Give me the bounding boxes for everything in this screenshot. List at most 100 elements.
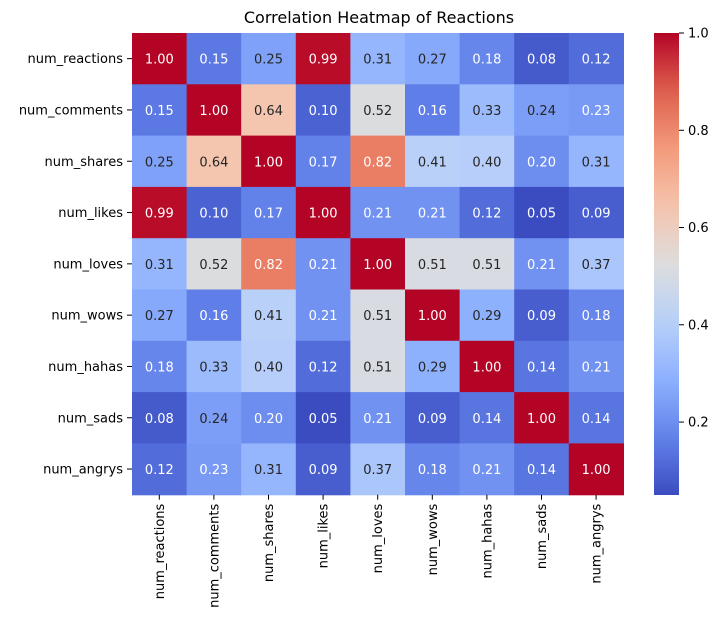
y-tick-label: num_hahas [48, 360, 123, 375]
cell-value-label: 0.41 [254, 309, 283, 324]
colorbar-tick-label: 0.4 [688, 318, 709, 333]
heatmap-cell [241, 33, 297, 85]
heatmap-cell [405, 443, 461, 496]
x-tick-label: num_hahas [480, 503, 495, 578]
heatmap-cell [132, 84, 188, 137]
heatmap-cell [186, 33, 242, 85]
x-axis: num_reactions num_comments num_shares num_l… [153, 494, 605, 608]
heatmap-cell [514, 340, 570, 393]
cell-value-label: 0.29 [418, 360, 447, 375]
heatmap-cell [350, 238, 406, 291]
cell-value-label: 0.21 [472, 463, 501, 478]
x-tick-label: num_angrys [590, 503, 605, 583]
heatmap-cell [295, 186, 351, 239]
cell-value-label: 0.05 [309, 412, 338, 427]
y-tick-label: num_loves [53, 257, 123, 272]
cell-value-label: 0.31 [582, 155, 611, 170]
heatmap-cell [350, 33, 406, 85]
heatmap-cell [295, 238, 351, 291]
heatmap-cell [132, 135, 188, 188]
heatmap-cell [568, 340, 624, 393]
cell-value-label: 0.33 [472, 104, 501, 119]
heatmap-cell [405, 33, 461, 85]
colorbar-gradient [654, 33, 679, 495]
cell-value-label: 0.16 [418, 104, 447, 119]
cell-value-label: 0.15 [145, 104, 174, 119]
cell-value-label: 1.00 [254, 155, 283, 170]
cell-value-label: 0.51 [363, 309, 392, 324]
heatmap-cell [405, 392, 461, 444]
cell-value-label: 0.21 [418, 207, 447, 222]
cell-value-label: 1.00 [418, 309, 447, 324]
x-tick-label: num_sads [535, 503, 550, 569]
cell-value-label: 0.21 [309, 258, 338, 273]
heatmap-cell [514, 392, 570, 444]
heatmap-cell [568, 238, 624, 291]
heatmap-cell [514, 289, 570, 342]
cell-value-label: 0.23 [582, 104, 611, 119]
cell-value-label: 0.09 [582, 207, 611, 222]
heatmap-cell [568, 135, 624, 188]
colorbar: 0.2 0.4 0.6 0.8 1.0 [654, 27, 709, 495]
heatmap-cell [568, 33, 624, 85]
heatmap-cell [186, 135, 242, 188]
heatmap-cell [514, 84, 570, 137]
cell-value-label: 0.05 [527, 207, 556, 222]
cell-value-label: 0.99 [309, 53, 338, 68]
cell-value-label: 0.21 [363, 412, 392, 427]
heatmap-cell [186, 84, 242, 137]
cell-value-label: 0.40 [472, 155, 501, 170]
cell-value-label: 0.27 [145, 309, 174, 324]
cell-value-label: 0.09 [527, 309, 556, 324]
cell-value-label: 0.18 [418, 463, 447, 478]
cell-value-label: 1.00 [582, 463, 611, 478]
cell-value-label: 0.12 [582, 53, 611, 68]
cell-value-label: 0.14 [582, 412, 611, 427]
heatmap-cell [132, 443, 188, 496]
cell-value-label: 0.29 [472, 309, 501, 324]
cell-value-label: 0.12 [472, 207, 501, 222]
heatmap-cell [132, 340, 188, 393]
heatmap-cell [405, 135, 461, 188]
heatmap-cell [295, 340, 351, 393]
cell-value-label: 0.18 [472, 53, 501, 68]
cell-value-label: 0.37 [363, 463, 392, 478]
heatmap-cell [405, 340, 461, 393]
cell-value-label: 0.51 [363, 360, 392, 375]
heatmap-cell [568, 443, 624, 496]
y-tick-label: num_shares [45, 155, 124, 170]
cell-value-label: 1.00 [199, 104, 228, 119]
heatmap-cell [186, 392, 242, 444]
y-tick-label: num_likes [58, 206, 123, 221]
heatmap-cell [514, 186, 570, 239]
heatmap-cell [132, 238, 188, 291]
chart-title: Correlation Heatmap of Reactions [244, 8, 514, 27]
cell-value-label: 0.41 [418, 155, 447, 170]
heatmap-cell [241, 135, 297, 188]
heatmap-cell [514, 33, 570, 85]
heatmap-cell [132, 289, 188, 342]
cell-value-label: 0.31 [145, 258, 174, 273]
heatmap-cell [295, 392, 351, 444]
cell-value-label: 0.21 [309, 309, 338, 324]
cell-value-label: 0.10 [199, 207, 228, 222]
cell-value-label: 0.82 [363, 155, 392, 170]
cell-value-label: 0.17 [254, 207, 283, 222]
heatmap-cell [459, 33, 515, 85]
cell-value-label: 1.00 [472, 360, 501, 375]
heatmap-cell [405, 238, 461, 291]
heatmap-cell [186, 443, 242, 496]
cell-value-label: 0.14 [527, 463, 556, 478]
heatmap-cell [568, 392, 624, 444]
cell-value-label: 0.09 [309, 463, 338, 478]
heatmap-cell [132, 186, 188, 239]
heatmap-cell [350, 289, 406, 342]
cell-value-label: 0.08 [527, 53, 556, 68]
x-tick-label: num_likes [317, 503, 332, 568]
heatmap-cell [514, 443, 570, 496]
heatmap-cell [459, 238, 515, 291]
heatmap-cell [405, 186, 461, 239]
heatmap-cell [459, 186, 515, 239]
heatmap-cell [350, 443, 406, 496]
heatmap-cell [568, 289, 624, 342]
